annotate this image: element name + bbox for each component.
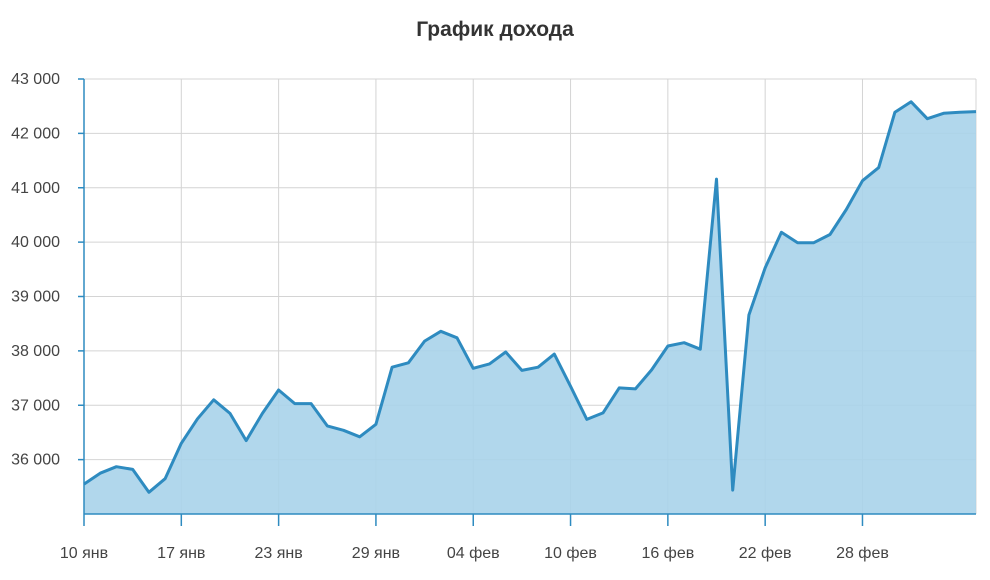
x-axis-ticks: 10 янв 17 янв 23 янв 29 янв 04 фев 10 фев 16 ф… [60,545,889,562]
data-point [488,362,492,366]
data-point [893,110,897,114]
data-point [828,233,832,237]
data-point [698,347,702,351]
x-tick-label: 17 янв [157,545,205,562]
data-point [942,111,946,115]
data-point [877,166,881,170]
data-point [114,465,118,469]
data-point [406,361,410,365]
y-tick-label: 42 000 [11,125,60,142]
data-point [536,365,540,369]
data-point [277,388,281,392]
data-point [812,241,816,245]
data-point [358,435,362,439]
y-tick-label: 39 000 [11,289,60,306]
data-point [974,110,978,114]
data-point [196,417,200,421]
data-point [260,411,264,415]
data-point [309,402,313,406]
y-tick-label: 38 000 [11,343,60,360]
data-point [244,439,248,443]
data-point [423,339,427,343]
y-axis-ticks: 36 000 37 000 38 000 39 000 40 000 41 000 42 0… [11,71,60,469]
data-point [569,384,573,388]
data-point [228,411,232,415]
data-point [763,266,767,270]
axes [78,78,976,526]
x-tick-label: 10 янв [60,545,108,562]
x-tick-label: 16 фев [641,545,694,562]
data-point [293,402,297,406]
y-tick-label: 43 000 [11,71,60,88]
data-point [374,422,378,426]
data-point [633,387,637,391]
x-tick-label: 29 янв [352,545,400,562]
data-point [861,179,865,183]
data-point [179,441,183,445]
data-point [471,366,475,370]
series-line [83,100,977,494]
y-tick-label: 36 000 [11,452,60,469]
data-point [715,177,719,181]
x-tick-label: 23 янв [254,545,302,562]
data-point [617,386,621,390]
data-point [504,350,508,354]
x-tick-label: 28 фев [836,545,889,562]
data-point [650,368,654,372]
data-point [731,488,735,492]
x-tick-label: 10 фев [544,545,597,562]
data-point [98,471,102,475]
area-fill [84,101,976,515]
y-tick-label: 37 000 [11,397,60,414]
data-point [163,477,167,481]
data-point [552,352,556,356]
data-point [325,424,329,428]
y-tick-label: 41 000 [11,180,60,197]
data-point [342,428,346,432]
chart-title: График дохода [416,18,574,41]
data-point [747,313,751,317]
data-point [520,368,524,372]
data-point [390,365,394,369]
data-point [212,398,216,402]
data-point [131,467,135,471]
x-tick-label: 04 фев [447,545,500,562]
data-point [666,344,670,348]
y-tick-label: 40 000 [11,234,60,251]
data-point [925,117,929,121]
data-point [682,341,686,345]
data-point [909,100,913,104]
data-point [844,208,848,212]
data-point [601,411,605,415]
data-point [779,230,783,234]
data-point [455,336,459,340]
data-point [147,490,151,494]
data-point [439,329,443,333]
data-point [82,482,86,486]
data-point [958,110,962,114]
data-point [796,241,800,245]
x-tick-label: 22 фев [739,545,792,562]
data-point [585,417,589,421]
